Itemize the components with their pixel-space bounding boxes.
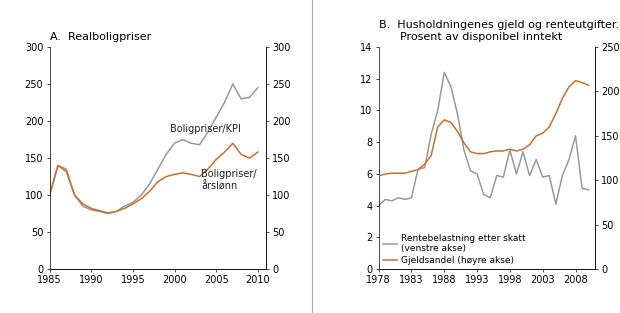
Text: Boligpriser/
årslønn: Boligpriser/ årslønn bbox=[201, 169, 257, 191]
Text: B.  Husholdningenes gjeld og renteutgifter.
      Prosent av disponibel inntekt: B. Husholdningenes gjeld og renteutgifte… bbox=[379, 20, 619, 42]
Text: A.  Realboligpriser: A. Realboligpriser bbox=[50, 32, 151, 42]
Legend: Rentebelastning etter skatt
(venstre akse), Gjeldsandel (høyre akse): Rentebelastning etter skatt (venstre aks… bbox=[383, 233, 526, 265]
Text: Boligpriser/KPI: Boligpriser/KPI bbox=[170, 124, 241, 134]
